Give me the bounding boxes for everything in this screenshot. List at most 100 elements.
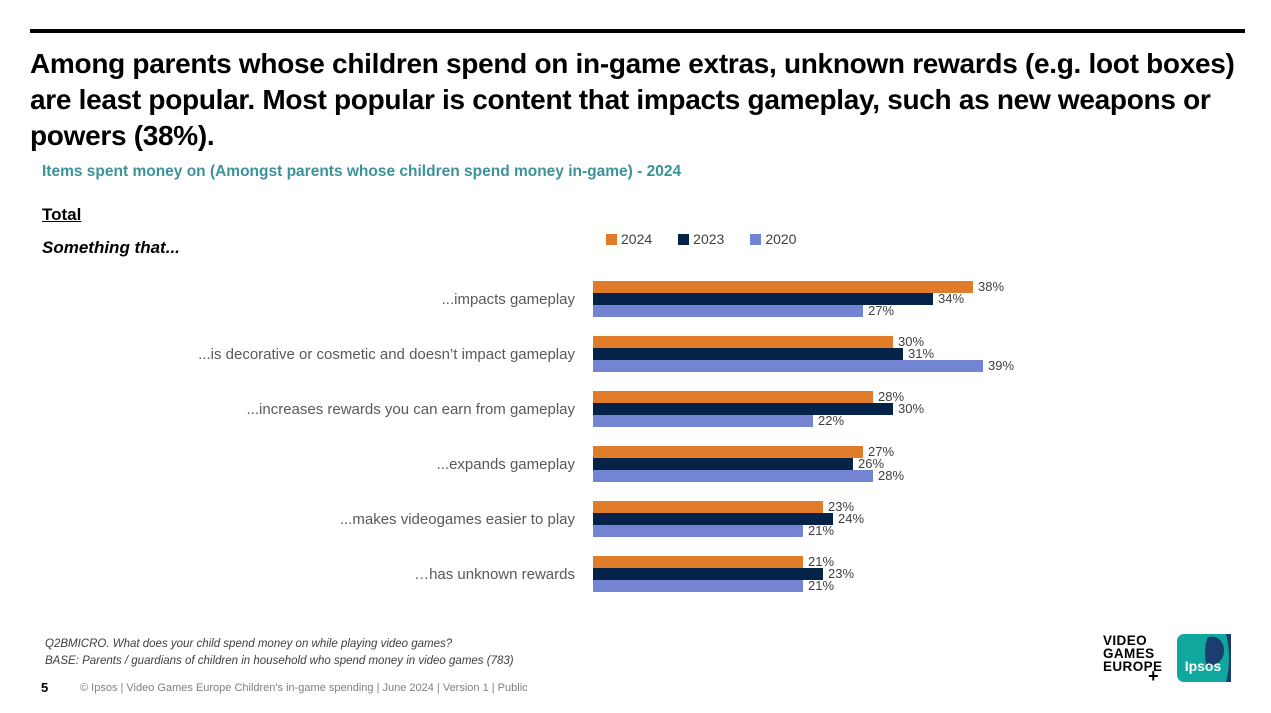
vge-word-europe: EUROPE [1103,659,1163,674]
chart-row: ...makes videogames easier to play 23% 24%… [30,499,1070,538]
bar-value-2024: 38% [978,279,1005,294]
bar-line: 22% [593,413,924,428]
legend-swatch-2020 [750,233,762,245]
bar-group: 38% 34% 27% [593,279,1005,318]
page-number: 5 [41,680,49,695]
bar-value-2020: 21% [808,523,835,538]
bar-value-2023: 31% [908,346,935,361]
category-label: …has unknown rewards [414,565,575,583]
chart-rows: ...impacts gameplay 38% 34% 27% ...is decora… [30,279,1070,611]
legend-label-2024: 2024 [621,231,653,247]
bar-2024 [593,501,823,513]
bar-line: 31% [593,346,1014,361]
bar-2023 [593,513,833,525]
bar-value-2020: 39% [988,358,1015,373]
ipsos-wordmark: Ipsos [1185,658,1222,674]
total-label: Total [42,205,82,224]
bar-2023 [593,293,933,305]
bar-line: 27% [593,444,904,459]
chart-legend: 2024 2023 2020 [606,231,796,247]
vge-word-games: GAMES [1103,646,1155,661]
bar-value-2020: 21% [808,578,835,593]
bar-value-2024: 28% [878,389,905,404]
legend-swatch-2023 [678,233,690,245]
bar-2023 [593,458,853,470]
bar-group: 21% 23% 21% [593,554,855,593]
bar-line: 38% [593,279,1005,294]
footnote-base: BASE: Parents / guardians of children in… [45,654,514,667]
bar-2020 [593,360,983,372]
bar-2024 [593,556,803,568]
bar-line: 30% [593,401,925,416]
bar-value-2024: 30% [898,334,925,349]
bar-value-2020: 27% [868,303,895,318]
ipsos-logo: Ipsos [1177,634,1231,682]
bar-line: 34% [593,291,1004,306]
vge-plus-icon: + [1148,666,1159,686]
chart-row: ...impacts gameplay 38% 34% 27% [30,279,1070,318]
chart-row: …has unknown rewards 21% 23% 21% [30,554,1070,593]
legend-item-2024: 2024 [606,231,652,247]
footnote-question: Q2BMICRO. What does your child spend mon… [45,638,453,650]
bar-value-2024: 27% [868,444,895,459]
chart-row: ...increases rewards you can earn from g… [30,389,1070,428]
bar-value-2020: 22% [818,413,845,428]
legend-swatch-2024 [606,233,617,245]
bar-value-2024: 23% [828,499,855,514]
bar-2023 [593,348,903,360]
bar-value-2023: 26% [858,456,885,471]
category-label: ...impacts gameplay [441,290,575,308]
bar-line: 23% [593,499,864,514]
bar-line: 26% [593,456,904,471]
bar-2020 [593,580,803,592]
bar-group: 28% 30% 22% [593,389,925,428]
chart-title: Items spent money on (Amongst parents wh… [42,163,682,180]
bar-line: 28% [593,389,924,404]
chart-row: ...is decorative or cosmetic and doesn’t… [30,334,1070,373]
video-games-europe-logo: VIDEO GAMES EUROPE + [1103,634,1181,690]
bar-2024 [593,391,873,403]
bar-group: 30% 31% 39% [593,334,1015,373]
bar-value-2023: 24% [838,511,865,526]
bar-line: 24% [593,511,865,526]
bar-line: 39% [593,358,1015,373]
bar-group: 23% 24% 21% [593,499,865,538]
top-rule [30,29,1245,33]
bar-2020 [593,305,863,317]
bar-2020 [593,525,803,537]
bar-group: 27% 26% 28% [593,444,905,483]
bar-line: 27% [593,303,1004,318]
legend-label-2023: 2023 [693,231,725,247]
bar-2024 [593,281,973,293]
stem-label: Something that... [42,238,180,257]
bar-2020 [593,415,813,427]
bar-line: 21% [593,523,864,538]
bar-value-2024: 21% [808,554,835,569]
bar-2020 [593,470,873,482]
vge-dot-icon [1162,672,1171,681]
ipsos-face-silhouette [1204,636,1224,667]
category-label: ...increases rewards you can earn from g… [246,400,575,418]
vge-word-video: VIDEO [1103,633,1148,648]
bar-value-2023: 34% [938,291,965,306]
category-label: ...is decorative or cosmetic and doesn’t… [198,345,575,363]
bar-2023 [593,568,823,580]
bar-2024 [593,336,893,348]
legend-label-2020: 2020 [765,231,797,247]
ipsos-logo-graphic: Ipsos [1177,634,1231,682]
category-label: ...expands gameplay [436,455,575,473]
legend-item-2023: 2023 [678,231,724,247]
legend-item-2020: 2020 [750,231,796,247]
bar-value-2020: 28% [878,468,905,483]
category-label: ...makes videogames easier to play [339,510,575,528]
bar-2023 [593,403,893,415]
footer-text: © Ipsos | Video Games Europe Children's … [80,682,528,694]
bar-line: 21% [593,554,854,569]
bar-value-2023: 30% [898,401,925,416]
bar-value-2023: 23% [828,566,855,581]
bar-2024 [593,446,863,458]
chart-row: ...expands gameplay 27% 26% 28% [30,444,1070,483]
bar-line: 21% [593,578,854,593]
bar-line: 28% [593,468,905,483]
